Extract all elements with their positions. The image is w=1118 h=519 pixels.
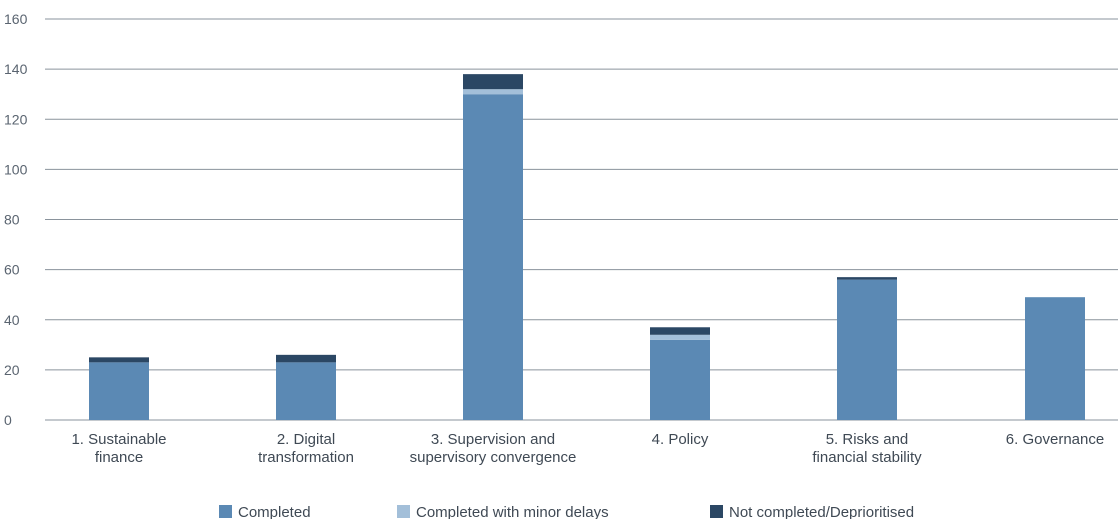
- y-axis-ticks: 0 20 40 60 80 100 120 140 160: [4, 11, 28, 428]
- x-category-label: 1. Sustainable finance: [71, 431, 166, 466]
- bar-segment: [276, 354, 336, 363]
- bar-segment: [650, 334, 710, 340]
- bar-segment: [837, 279, 897, 420]
- y-tick-label: 100: [4, 161, 28, 177]
- legend-swatch: [710, 505, 723, 518]
- y-tick-label: 60: [4, 262, 20, 278]
- legend-swatch: [219, 505, 232, 518]
- bar-segment: [650, 339, 710, 420]
- category-labels: 1. Sustainable finance 2. Digital transform…: [71, 431, 1104, 466]
- legend: Completed Completed with minor delays Not …: [219, 504, 914, 519]
- bar-segment: [89, 362, 149, 420]
- legend-label: Completed: [238, 504, 311, 519]
- x-category-label: 5. Risks and financial stability: [812, 431, 922, 466]
- x-category-label: 6. Governance: [1006, 431, 1104, 448]
- y-tick-label: 0: [4, 412, 12, 428]
- legend-label: Not completed/Deprioritised: [729, 504, 914, 519]
- y-tick-label: 120: [4, 111, 28, 127]
- bar-segment: [650, 327, 710, 335]
- x-category-label: 4. Policy: [652, 431, 709, 448]
- gridlines: [45, 18, 1118, 421]
- bar-segment: [463, 94, 523, 420]
- y-tick-label: 20: [4, 362, 20, 378]
- y-tick-label: 80: [4, 212, 20, 228]
- bar-segment: [463, 89, 523, 95]
- bar-segment: [463, 74, 523, 90]
- x-category-label: 2. Digital transformation: [258, 431, 354, 466]
- bar-segment: [276, 362, 336, 420]
- bar-segment: [837, 277, 897, 280]
- bar-segment: [1025, 297, 1085, 420]
- y-tick-label: 160: [4, 11, 28, 27]
- y-tick-label: 140: [4, 61, 28, 77]
- bars: [89, 74, 1085, 420]
- legend-swatch: [397, 505, 410, 518]
- y-tick-label: 40: [4, 312, 20, 328]
- x-category-label: 3. Supervision and supervisory convergenc…: [410, 431, 577, 466]
- legend-label: Completed with minor delays: [416, 504, 609, 519]
- bar-segment: [89, 357, 149, 363]
